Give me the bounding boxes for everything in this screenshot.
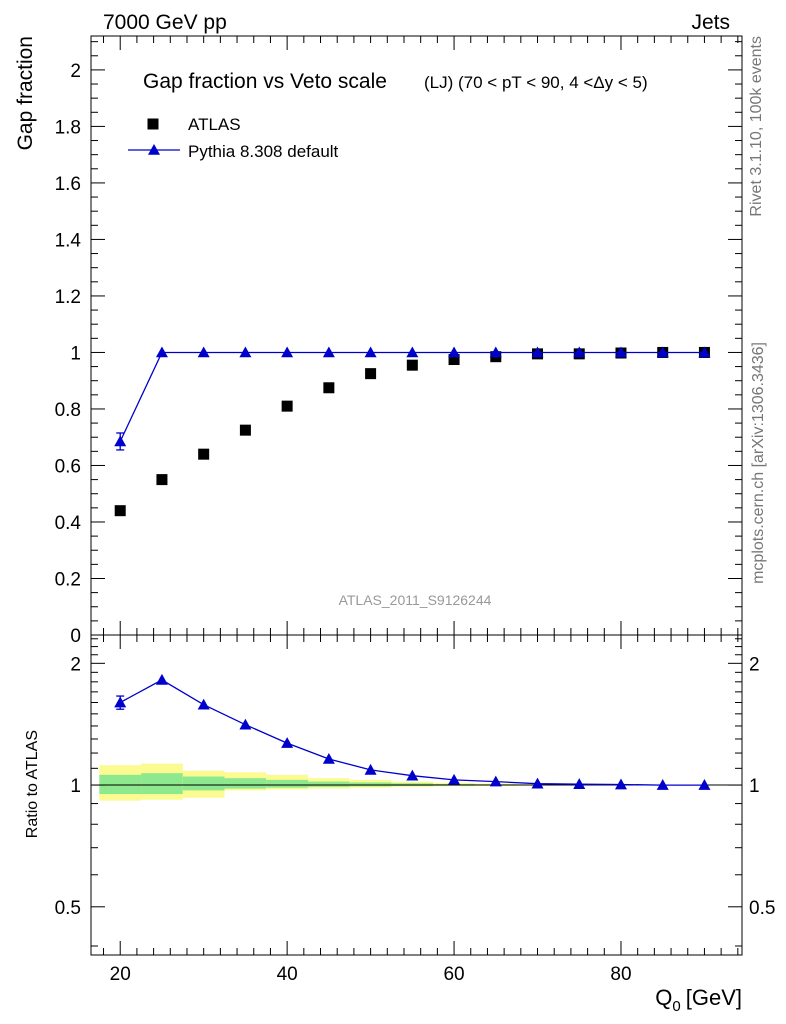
pythia-data-point <box>698 346 711 358</box>
side-label-bottom: mcplots.cern.ch [arXiv:1306.3436] <box>750 342 767 584</box>
header-left-label: 7000 GeV pp <box>103 11 227 34</box>
ratio-stat-band <box>266 779 308 788</box>
header-right-label: Jets <box>691 11 730 34</box>
x-axis-label-unit: [GeV] <box>686 985 742 1010</box>
ratio-stat-band <box>99 774 142 795</box>
main-y-tick-label: 0.8 <box>55 400 81 421</box>
main-y-tick-label: 1.8 <box>55 117 81 138</box>
ratio-pythia-point <box>114 696 127 708</box>
main-y-axis-label: Gap fraction <box>14 36 37 150</box>
main-y-tick-label: 0.2 <box>55 569 81 590</box>
atlas-data-point <box>448 354 460 366</box>
ratio-y-tick-label-left: 0.5 <box>55 898 81 919</box>
ratio-pythia-point <box>239 718 252 730</box>
pythia-data-point <box>239 346 252 358</box>
pythia-data-point <box>114 435 127 447</box>
atlas-data-point <box>239 424 251 436</box>
ratio-pythia-point <box>406 769 419 781</box>
ratio-stat-band <box>141 773 183 795</box>
ratio-y-tick-label-right: 1 <box>749 776 760 797</box>
main-title: Gap fraction vs Veto scale <box>143 70 387 93</box>
atlas-data-point <box>406 359 418 371</box>
x-tick-label: 40 <box>277 964 298 985</box>
side-label-top: Rivet 3.1.10, 100k events <box>748 36 765 217</box>
ratio-y-axis-label: Ratio to ATLAS <box>24 730 41 838</box>
main-y-tick-label: 0.4 <box>55 513 82 534</box>
main-y-tick-label: 1.2 <box>55 287 81 308</box>
ratio-pythia-point <box>531 777 544 789</box>
main-y-tick-label: 1.4 <box>55 230 82 251</box>
ratio-stat-band <box>224 778 267 789</box>
pythia-data-point <box>155 346 168 358</box>
ratio-y-tick-label-left: 2 <box>70 654 81 675</box>
pythia-data-point <box>406 346 419 358</box>
pythia-data-point <box>448 346 461 358</box>
main-y-tick-label: 1 <box>70 343 81 364</box>
ratio-pythia-point <box>489 775 502 787</box>
pythia-data-point <box>614 346 627 358</box>
x-axis-label-subscript: 0 <box>672 998 680 1015</box>
ratio-pythia-point <box>448 773 461 785</box>
ratio-pythia-point <box>656 779 669 790</box>
ratio-y-tick-label-left: 1 <box>70 776 81 797</box>
pythia-data-point <box>531 346 544 358</box>
pythia-data-point <box>489 346 502 358</box>
legend: ATLAS Pythia 8.308 default <box>128 115 339 161</box>
ratio-plot <box>114 673 711 790</box>
legend-atlas-marker <box>147 118 159 130</box>
ratio-pythia-point <box>322 752 335 764</box>
ratio-pythia-point <box>573 778 586 789</box>
main-plot <box>114 346 711 517</box>
ratio-pythia-point <box>155 673 168 685</box>
main-title-suffix: (LJ) (70 < pT < 90, 4 <Δy < 5) <box>424 73 648 92</box>
pythia-data-point <box>364 346 377 358</box>
atlas-data-point <box>281 400 293 412</box>
ratio-pythia-point <box>197 698 210 710</box>
pythia-data-point <box>281 346 294 358</box>
main-y-tick-label: 2 <box>70 61 81 82</box>
ratio-stat-band <box>349 782 392 787</box>
ratio-pythia-line <box>119 679 705 786</box>
atlas-data-point <box>365 368 377 380</box>
ratio-y-tick-label-right: 0.5 <box>749 898 775 919</box>
pythia-data-point <box>573 346 586 358</box>
legend-pythia-marker <box>148 144 160 155</box>
ratio-stat-band <box>308 781 350 787</box>
ratio-pythia-point <box>614 778 627 790</box>
atlas-data-point <box>114 505 126 517</box>
main-y-tick-label: 0 <box>70 626 81 647</box>
x-tick-label: 20 <box>110 964 131 985</box>
atlas-data-point <box>198 448 210 460</box>
x-tick-label: 60 <box>443 964 464 985</box>
ratio-pythia-point <box>698 779 711 790</box>
pythia-data-point <box>656 346 669 358</box>
atlas-data-point <box>156 474 168 486</box>
legend-pythia-label: Pythia 8.308 default <box>188 142 339 161</box>
main-y-tick-label: 0.6 <box>55 456 81 477</box>
ratio-plot-background: 0.5 0.5 1 1 2 2 20 40 60 80 <box>55 634 775 985</box>
analysis-id-label: ATLAS_2011_S9126244 <box>339 592 492 608</box>
main-plot-background: 0 0.2 0.4 0.6 0.8 1 1.2 1.4 1.6 1.8 2 <box>55 35 743 647</box>
ratio-plot-frame <box>90 634 743 956</box>
ratio-y-tick-label-right: 2 <box>749 654 760 675</box>
ratio-pythia-point <box>281 737 294 748</box>
x-tick-label: 80 <box>610 964 631 985</box>
ratio-pythia-point <box>364 763 377 775</box>
ratio-stat-band <box>182 776 225 791</box>
legend-atlas-label: ATLAS <box>188 115 241 134</box>
main-y-tick-label: 1.6 <box>55 174 81 195</box>
atlas-data-point <box>323 382 335 394</box>
x-axis-label-q: Q <box>655 985 672 1010</box>
x-axis-label: Q0 [GeV] <box>655 985 742 1015</box>
pythia-data-point <box>322 346 335 358</box>
pythia-data-point <box>197 346 210 358</box>
